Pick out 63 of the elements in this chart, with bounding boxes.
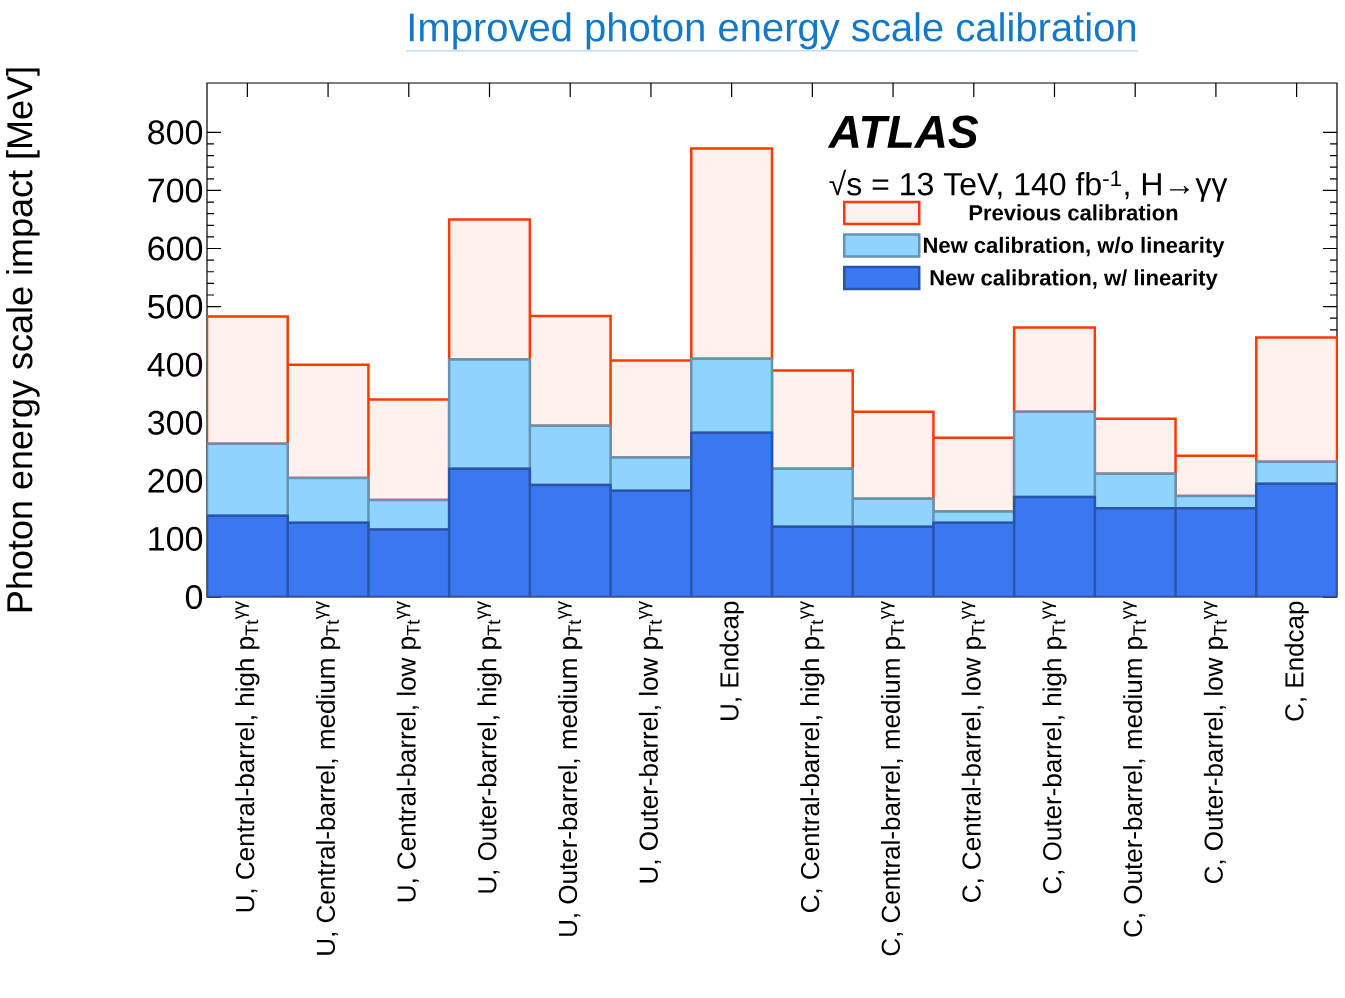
bar [690, 357, 774, 434]
bar [207, 442, 289, 517]
y-axis-title: Photon energy scale impact [MeV] [6, 68, 40, 612]
x-tick-label: C, Outer-barrel, low p$_{Tt}$γγ [1203, 601, 1229, 884]
bar [1093, 472, 1177, 510]
chart-title: Improved photon energy scale calibration [409, 12, 1136, 50]
x-tick-label: U, Outer-barrel, high p$_{Tt}$γγ [477, 601, 502, 893]
y-tick-label: 800 [148, 120, 203, 145]
y-tick-label: 200 [148, 468, 203, 493]
y-tick-label: 300 [148, 410, 203, 435]
bar [368, 529, 450, 597]
x-tick-label: C, Central-barrel, medium p$_{Tt}$γγ [880, 601, 906, 956]
bar [933, 522, 1015, 597]
bar [1255, 336, 1337, 463]
bar [1012, 410, 1097, 499]
bar [1094, 508, 1176, 597]
bar [609, 359, 693, 459]
y-tick-label: 400 [147, 352, 203, 377]
annotation: √s = 13 TeV, 140 fb$^{-1}$, H→γγ [829, 169, 1228, 202]
y-tick-label: 500 [148, 294, 203, 319]
annotation: ATLAS [827, 115, 979, 149]
x-tick-label: C, Outer-barrel, high p$_{Tt}$γγ [1042, 601, 1067, 894]
y-tick-label: 700 [148, 178, 203, 203]
bar [367, 398, 451, 502]
bar [691, 432, 772, 597]
x-tick-label: C, Central-barrel, high p$_{Tt}$γγ [800, 601, 825, 913]
bar [207, 315, 289, 445]
x-tick-label: U, Outer-barrel, medium p$_{Tt}$γγ [558, 601, 583, 936]
bar [852, 526, 934, 597]
legend-label: New calibration, w/ linearity [930, 269, 1218, 290]
x-tick-label: U, Central-barrel, medium p$_{Tt}$γγ [315, 601, 341, 955]
x-tick-label: U, Endcap [719, 601, 744, 720]
bar [1014, 497, 1095, 597]
x-tick-label: C, Central-barrel, low p$_{Tt}$γγ [961, 601, 986, 902]
y-tick-label: 600 [148, 236, 203, 261]
y-tick-label: 100 [149, 526, 203, 551]
x-tick-label: U, Outer-barrel, low p$_{Tt}$γγ [638, 601, 664, 883]
bar [529, 484, 611, 597]
legend-label: Previous calibration [969, 204, 1178, 221]
bar [1255, 482, 1337, 597]
bar [1012, 326, 1097, 413]
bar [286, 363, 370, 480]
x-tick-label: C, Endcap [1284, 601, 1309, 721]
bar [771, 526, 853, 597]
bar [447, 358, 532, 470]
x-tick-label: U, Central-barrel, low p$_{Tt}$γγ [396, 601, 421, 902]
bar [770, 467, 854, 528]
x-tick-label: C, Outer-barrel, medium p$_{Tt}$γγ [1123, 601, 1148, 937]
bar [447, 218, 532, 361]
bar [287, 522, 369, 597]
bar [207, 515, 288, 597]
bar [286, 476, 370, 524]
bar [528, 314, 612, 427]
bar [610, 490, 692, 597]
legend-label: New calibration, w/o linearity [923, 236, 1225, 258]
bar [932, 436, 1016, 513]
y-tick-label: 0 [185, 584, 203, 610]
bar [528, 424, 612, 487]
x-tick-label: U, Central-barrel, high p$_{Tt}$γγ [235, 601, 260, 912]
bar [770, 369, 854, 470]
bar [690, 147, 774, 361]
bar [1175, 508, 1257, 597]
bar [449, 468, 530, 597]
